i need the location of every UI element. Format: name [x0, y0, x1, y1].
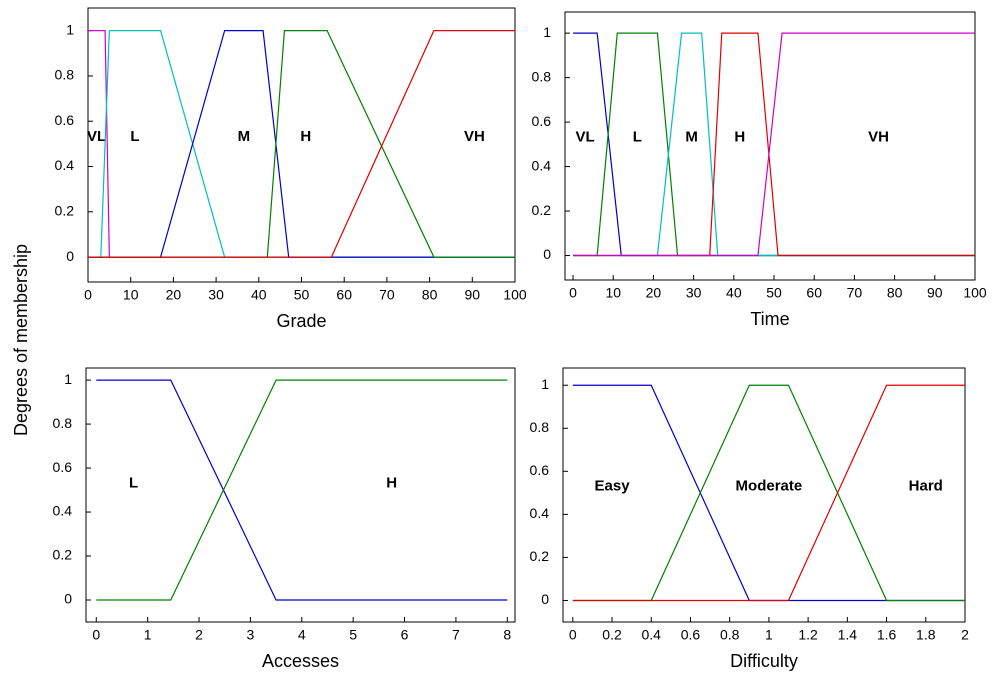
x-tick-label: 80: [887, 285, 903, 301]
x-tick-label: 60: [806, 285, 822, 301]
x-tick-label: 60: [336, 287, 352, 303]
series-label: VL: [87, 128, 106, 145]
y-tick-label: 0: [543, 246, 551, 262]
series-label: Moderate: [736, 477, 803, 494]
y-tick-label: 0: [66, 248, 74, 264]
x-tick-label: 30: [208, 287, 224, 303]
x-tick-label: 50: [766, 285, 782, 301]
x-tick-label: 40: [251, 287, 267, 303]
membership-line: [96, 379, 508, 601]
x-tick-label: 90: [465, 287, 481, 303]
x-tick-label: 0: [84, 287, 92, 303]
series-label: VH: [464, 128, 485, 145]
y-tick-label: 1: [541, 376, 549, 392]
x-tick-label: 0: [92, 627, 100, 643]
y-tick-label: 0.4: [532, 157, 552, 173]
x-tick-label: 0: [569, 627, 577, 643]
series-label: L: [633, 129, 642, 146]
series-label: L: [129, 474, 138, 491]
x-tick-label: 6: [401, 627, 409, 643]
plot-frame: [562, 367, 966, 623]
y-tick-label: 0.8: [53, 415, 73, 431]
y-tick-label: 0.6: [55, 112, 75, 128]
y-tick-label: 0.8: [530, 419, 550, 435]
x-tick-label: 90: [927, 285, 943, 301]
x-tick-label: 80: [422, 287, 438, 303]
x-tick-label: 7: [452, 627, 460, 643]
x-tick-label: 0: [569, 285, 577, 301]
x-tick-label: 0.4: [642, 627, 662, 643]
membership-line: [572, 384, 965, 602]
y-tick-label: 1: [543, 24, 551, 40]
x-tick-label: 1: [765, 627, 773, 643]
x-tick-label: 10: [123, 287, 139, 303]
x-tick-label: 1.6: [877, 627, 897, 643]
x-tick-label: 8: [503, 627, 511, 643]
series-label: VL: [576, 129, 595, 146]
plot-frame: [564, 11, 976, 281]
x-tick-label: 0.8: [720, 627, 740, 643]
y-axis-label: Degrees of membership: [11, 244, 31, 436]
x-tick-label: 70: [847, 285, 863, 301]
x-tick-label: 20: [646, 285, 662, 301]
membership-line: [573, 32, 975, 257]
x-tick-label: 2: [195, 627, 203, 643]
series-label: VH: [868, 129, 889, 146]
series-label: M: [238, 128, 251, 145]
series-label: Hard: [909, 477, 943, 494]
x-axis-label: Difficulty: [730, 651, 798, 671]
y-tick-label: 0.2: [53, 547, 73, 563]
y-tick-label: 0.6: [532, 113, 552, 129]
x-tick-label: 20: [166, 287, 182, 303]
x-tick-label: 50: [294, 287, 310, 303]
series-label: H: [300, 128, 311, 145]
x-tick-label: 10: [605, 285, 621, 301]
x-tick-label: 1: [144, 627, 152, 643]
x-tick-label: 100: [963, 285, 987, 301]
y-tick-label: 0.6: [530, 462, 550, 478]
y-tick-label: 0.8: [532, 68, 552, 84]
x-tick-label: 5: [349, 627, 357, 643]
series-label: H: [386, 474, 397, 491]
series-label: Easy: [595, 477, 631, 494]
x-tick-label: 1.8: [916, 627, 936, 643]
y-tick-label: 0.4: [55, 157, 75, 173]
y-tick-label: 1: [66, 21, 74, 37]
y-tick-label: 0.2: [530, 548, 550, 564]
y-tick-label: 0.8: [55, 67, 75, 83]
x-tick-label: 30: [686, 285, 702, 301]
x-tick-label: 1.2: [798, 627, 818, 643]
x-axis-label: Time: [750, 309, 789, 329]
y-tick-label: 0.6: [53, 459, 73, 475]
series-label: H: [734, 129, 745, 146]
membership-line: [88, 30, 515, 258]
membership-line: [96, 379, 508, 601]
x-tick-label: 0.6: [681, 627, 701, 643]
series-label: M: [685, 129, 698, 146]
y-tick-label: 0.4: [53, 503, 73, 519]
plot-frame: [85, 367, 516, 623]
y-tick-label: 0: [64, 591, 72, 607]
x-tick-label: 40: [726, 285, 742, 301]
x-tick-label: 3: [247, 627, 255, 643]
y-tick-label: 0.2: [532, 202, 552, 218]
y-tick-label: 0.2: [55, 203, 75, 219]
x-tick-label: 1.4: [838, 627, 858, 643]
x-tick-label: 100: [503, 287, 527, 303]
y-tick-label: 0: [541, 591, 549, 607]
x-tick-label: 0.2: [602, 627, 622, 643]
x-tick-label: 70: [379, 287, 395, 303]
x-tick-label: 2: [961, 627, 969, 643]
series-label: L: [130, 128, 139, 145]
y-tick-label: 0.4: [530, 505, 550, 521]
x-tick-label: 4: [298, 627, 306, 643]
x-axis-label: Accesses: [262, 651, 339, 671]
y-tick-label: 1: [64, 371, 72, 387]
x-axis-label: Grade: [276, 311, 326, 331]
